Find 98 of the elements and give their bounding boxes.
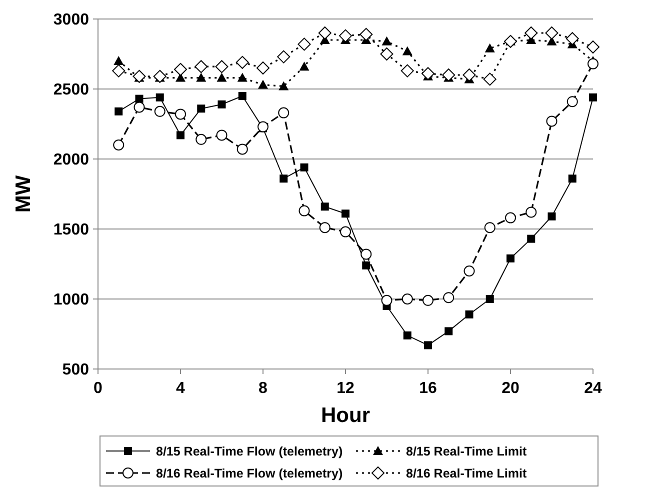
point [424, 341, 432, 350]
y-tick-label: 1000 [53, 292, 90, 309]
point [360, 28, 373, 41]
point [524, 26, 538, 40]
point [236, 56, 249, 69]
point [588, 58, 598, 70]
x-tick-label: 20 [502, 380, 520, 397]
x-tick-label: 0 [94, 380, 103, 397]
point [114, 56, 124, 65]
point [175, 108, 186, 120]
point [422, 67, 434, 80]
point [236, 144, 248, 155]
x-tick-label: 8 [258, 380, 268, 397]
point [340, 226, 351, 238]
point [360, 248, 372, 260]
point [134, 102, 145, 113]
point [299, 62, 310, 71]
point [506, 254, 514, 262]
point [400, 64, 414, 78]
point [278, 81, 289, 90]
x-axis-title: Hour [321, 404, 370, 427]
point [256, 62, 270, 74]
point [112, 64, 126, 78]
point [484, 222, 496, 234]
point [486, 295, 494, 303]
point [156, 93, 164, 102]
point [527, 234, 536, 243]
legend-label: 8/15 Real-Time Limit [406, 444, 528, 458]
point [586, 40, 600, 54]
point [362, 261, 370, 270]
point [258, 80, 268, 89]
point [216, 72, 227, 82]
point [566, 32, 579, 46]
point [280, 174, 288, 183]
legend-label: 8/16 Real-Time Limit [406, 466, 528, 480]
point [216, 130, 228, 141]
x-tick-label: 16 [419, 380, 437, 397]
point [132, 70, 146, 83]
point [153, 70, 166, 83]
point [114, 107, 123, 116]
point [238, 92, 246, 100]
x-tick-label: 12 [336, 380, 354, 397]
point [237, 72, 248, 82]
point [174, 62, 187, 76]
point [546, 116, 558, 127]
point [381, 294, 392, 306]
point [196, 134, 207, 145]
point [113, 140, 124, 150]
point [464, 266, 475, 276]
point [589, 93, 597, 102]
point [215, 60, 228, 74]
point [319, 222, 330, 234]
point [154, 106, 166, 117]
y-tick-label: 2000 [53, 152, 90, 169]
point [380, 48, 394, 60]
x-tick-label: 24 [584, 380, 602, 397]
y-axis-title: MW [12, 175, 35, 213]
point [382, 36, 392, 46]
point [258, 121, 268, 132]
y-tick-label: 500 [62, 362, 90, 379]
point [526, 206, 537, 218]
point [566, 96, 578, 108]
point [545, 26, 558, 40]
point [300, 163, 308, 172]
point [298, 38, 311, 51]
legend-label: 8/15 Real-Time Flow (telemetry) [156, 444, 343, 458]
point [443, 292, 454, 304]
point [318, 26, 332, 40]
y-tick-label: 2500 [53, 82, 90, 99]
point [462, 68, 476, 82]
point [339, 29, 352, 42]
point [548, 212, 556, 220]
point [196, 72, 206, 82]
point [402, 46, 412, 56]
legend-label: 8/16 Real-Time Flow (telemetry) [156, 466, 343, 480]
point [342, 210, 350, 218]
point [197, 104, 206, 113]
point [320, 202, 329, 211]
point [218, 100, 226, 108]
point [483, 72, 496, 86]
point [505, 212, 516, 224]
point [444, 327, 453, 336]
point [176, 131, 184, 140]
point [442, 68, 456, 82]
point [403, 331, 412, 340]
y-tick-label: 3000 [53, 12, 90, 29]
point [277, 50, 290, 64]
x-tick-label: 4 [176, 380, 186, 397]
point [278, 107, 290, 118]
point [135, 94, 144, 103]
point [298, 205, 310, 216]
point [568, 174, 576, 183]
point [402, 294, 413, 304]
point [484, 43, 495, 52]
y-tick-label: 1500 [53, 222, 90, 239]
point [465, 310, 474, 318]
point [422, 294, 434, 306]
point [194, 60, 208, 74]
